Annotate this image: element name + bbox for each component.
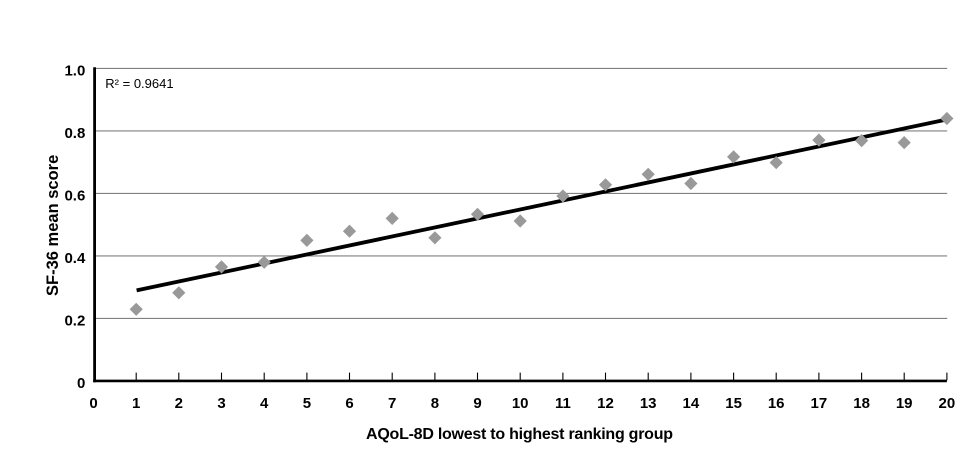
- svg-text:18: 18: [853, 395, 870, 412]
- svg-text:13: 13: [640, 395, 657, 412]
- svg-text:0.6: 0.6: [64, 188, 85, 205]
- svg-text:4: 4: [260, 395, 269, 412]
- svg-text:R² = 0.9641: R² = 0.9641: [105, 76, 173, 91]
- svg-text:8: 8: [431, 395, 439, 412]
- svg-text:9: 9: [473, 395, 481, 412]
- svg-text:16: 16: [768, 395, 785, 412]
- svg-text:SF-36 mean score: SF-36 mean score: [44, 155, 62, 296]
- svg-text:0.8: 0.8: [64, 125, 85, 142]
- svg-text:15: 15: [725, 395, 742, 412]
- svg-text:0.2: 0.2: [64, 313, 85, 330]
- svg-text:20: 20: [939, 395, 956, 412]
- svg-text:5: 5: [303, 395, 311, 412]
- svg-text:2: 2: [175, 395, 183, 412]
- svg-text:1: 1: [132, 395, 140, 412]
- svg-text:AQoL-8D lowest to highest rank: AQoL-8D lowest to highest ranking group: [366, 426, 673, 443]
- svg-text:17: 17: [811, 395, 828, 412]
- svg-text:1.0: 1.0: [64, 63, 85, 80]
- svg-text:0: 0: [89, 395, 97, 412]
- svg-text:6: 6: [345, 395, 353, 412]
- svg-text:0.4: 0.4: [64, 250, 86, 267]
- svg-text:11: 11: [555, 395, 571, 412]
- svg-text:14: 14: [683, 395, 700, 412]
- svg-text:19: 19: [896, 395, 913, 412]
- svg-text:10: 10: [512, 395, 529, 412]
- svg-text:7: 7: [388, 395, 396, 412]
- svg-text:3: 3: [217, 395, 225, 412]
- svg-text:12: 12: [597, 395, 614, 412]
- svg-text:0: 0: [77, 375, 85, 392]
